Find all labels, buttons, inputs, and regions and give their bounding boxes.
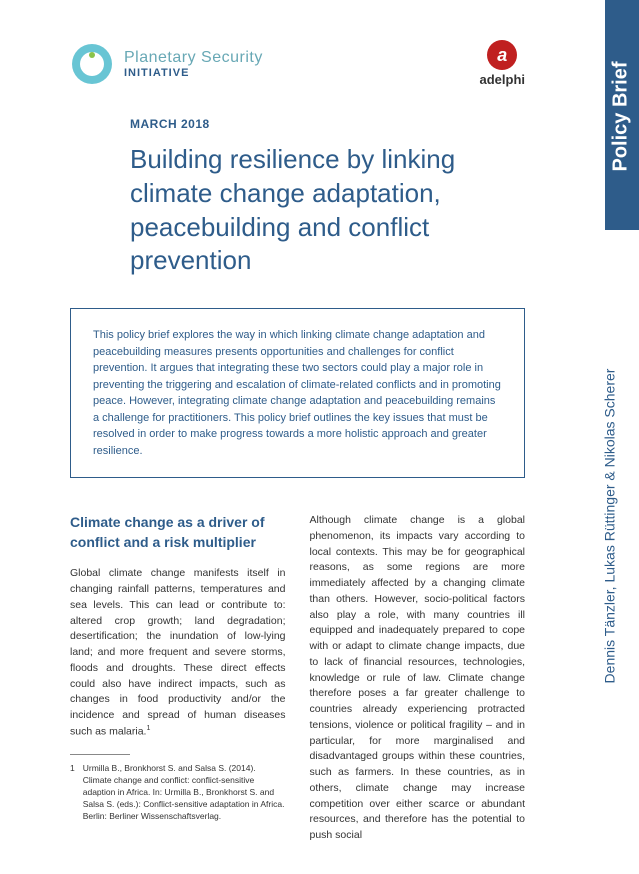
body-paragraph-right: Although climate change is a global phen… <box>310 513 526 844</box>
adelphi-name: adelphi <box>479 72 525 87</box>
column-right: Although climate change is a global phen… <box>310 513 526 844</box>
body-paragraph-left: Global climate change manifests itself i… <box>70 566 286 740</box>
body-columns: Climate change as a driver of conflict a… <box>70 513 525 844</box>
sidebar-top-label: Policy Brief <box>609 61 632 171</box>
document-title: Building resilience by linking climate c… <box>130 143 490 278</box>
footnote: 1 Urmilla B., Bronkhorst S. and Salsa S.… <box>70 763 286 822</box>
sidebar-top-tab: Policy Brief <box>605 0 639 230</box>
psi-logo: Planetary Security INITIATIVE <box>70 42 263 86</box>
psi-name-top: Planetary Security <box>124 49 263 67</box>
summary-box: This policy brief explores the way in wh… <box>70 308 525 478</box>
col1-text: Global climate change manifests itself i… <box>70 567 286 737</box>
header-logos: Planetary Security INITIATIVE a adelphi <box>70 40 525 87</box>
column-left: Climate change as a driver of conflict a… <box>70 513 286 844</box>
psi-name-bottom: INITIATIVE <box>124 67 263 79</box>
sidebar-bottom-tab: Dennis Tänzler, Lukas Rüttinger & Nikola… <box>605 238 639 803</box>
adelphi-logo-icon: a <box>487 40 517 70</box>
psi-logo-icon <box>70 42 114 86</box>
footnote-ref: 1 <box>146 725 150 732</box>
adelphi-logo: a adelphi <box>479 40 525 87</box>
page-content: Planetary Security INITIATIVE a adelphi … <box>0 0 595 874</box>
summary-text: This policy brief explores the way in wh… <box>93 327 502 459</box>
footnote-number: 1 <box>70 763 75 822</box>
psi-logo-text: Planetary Security INITIATIVE <box>124 49 263 79</box>
section-heading: Climate change as a driver of conflict a… <box>70 513 286 552</box>
footnote-divider <box>70 754 130 755</box>
sidebar-authors: Dennis Tänzler, Lukas Rüttinger & Nikola… <box>602 369 618 684</box>
document-date: MARCH 2018 <box>130 117 525 131</box>
footnote-text: Urmilla B., Bronkhorst S. and Salsa S. (… <box>83 763 286 822</box>
